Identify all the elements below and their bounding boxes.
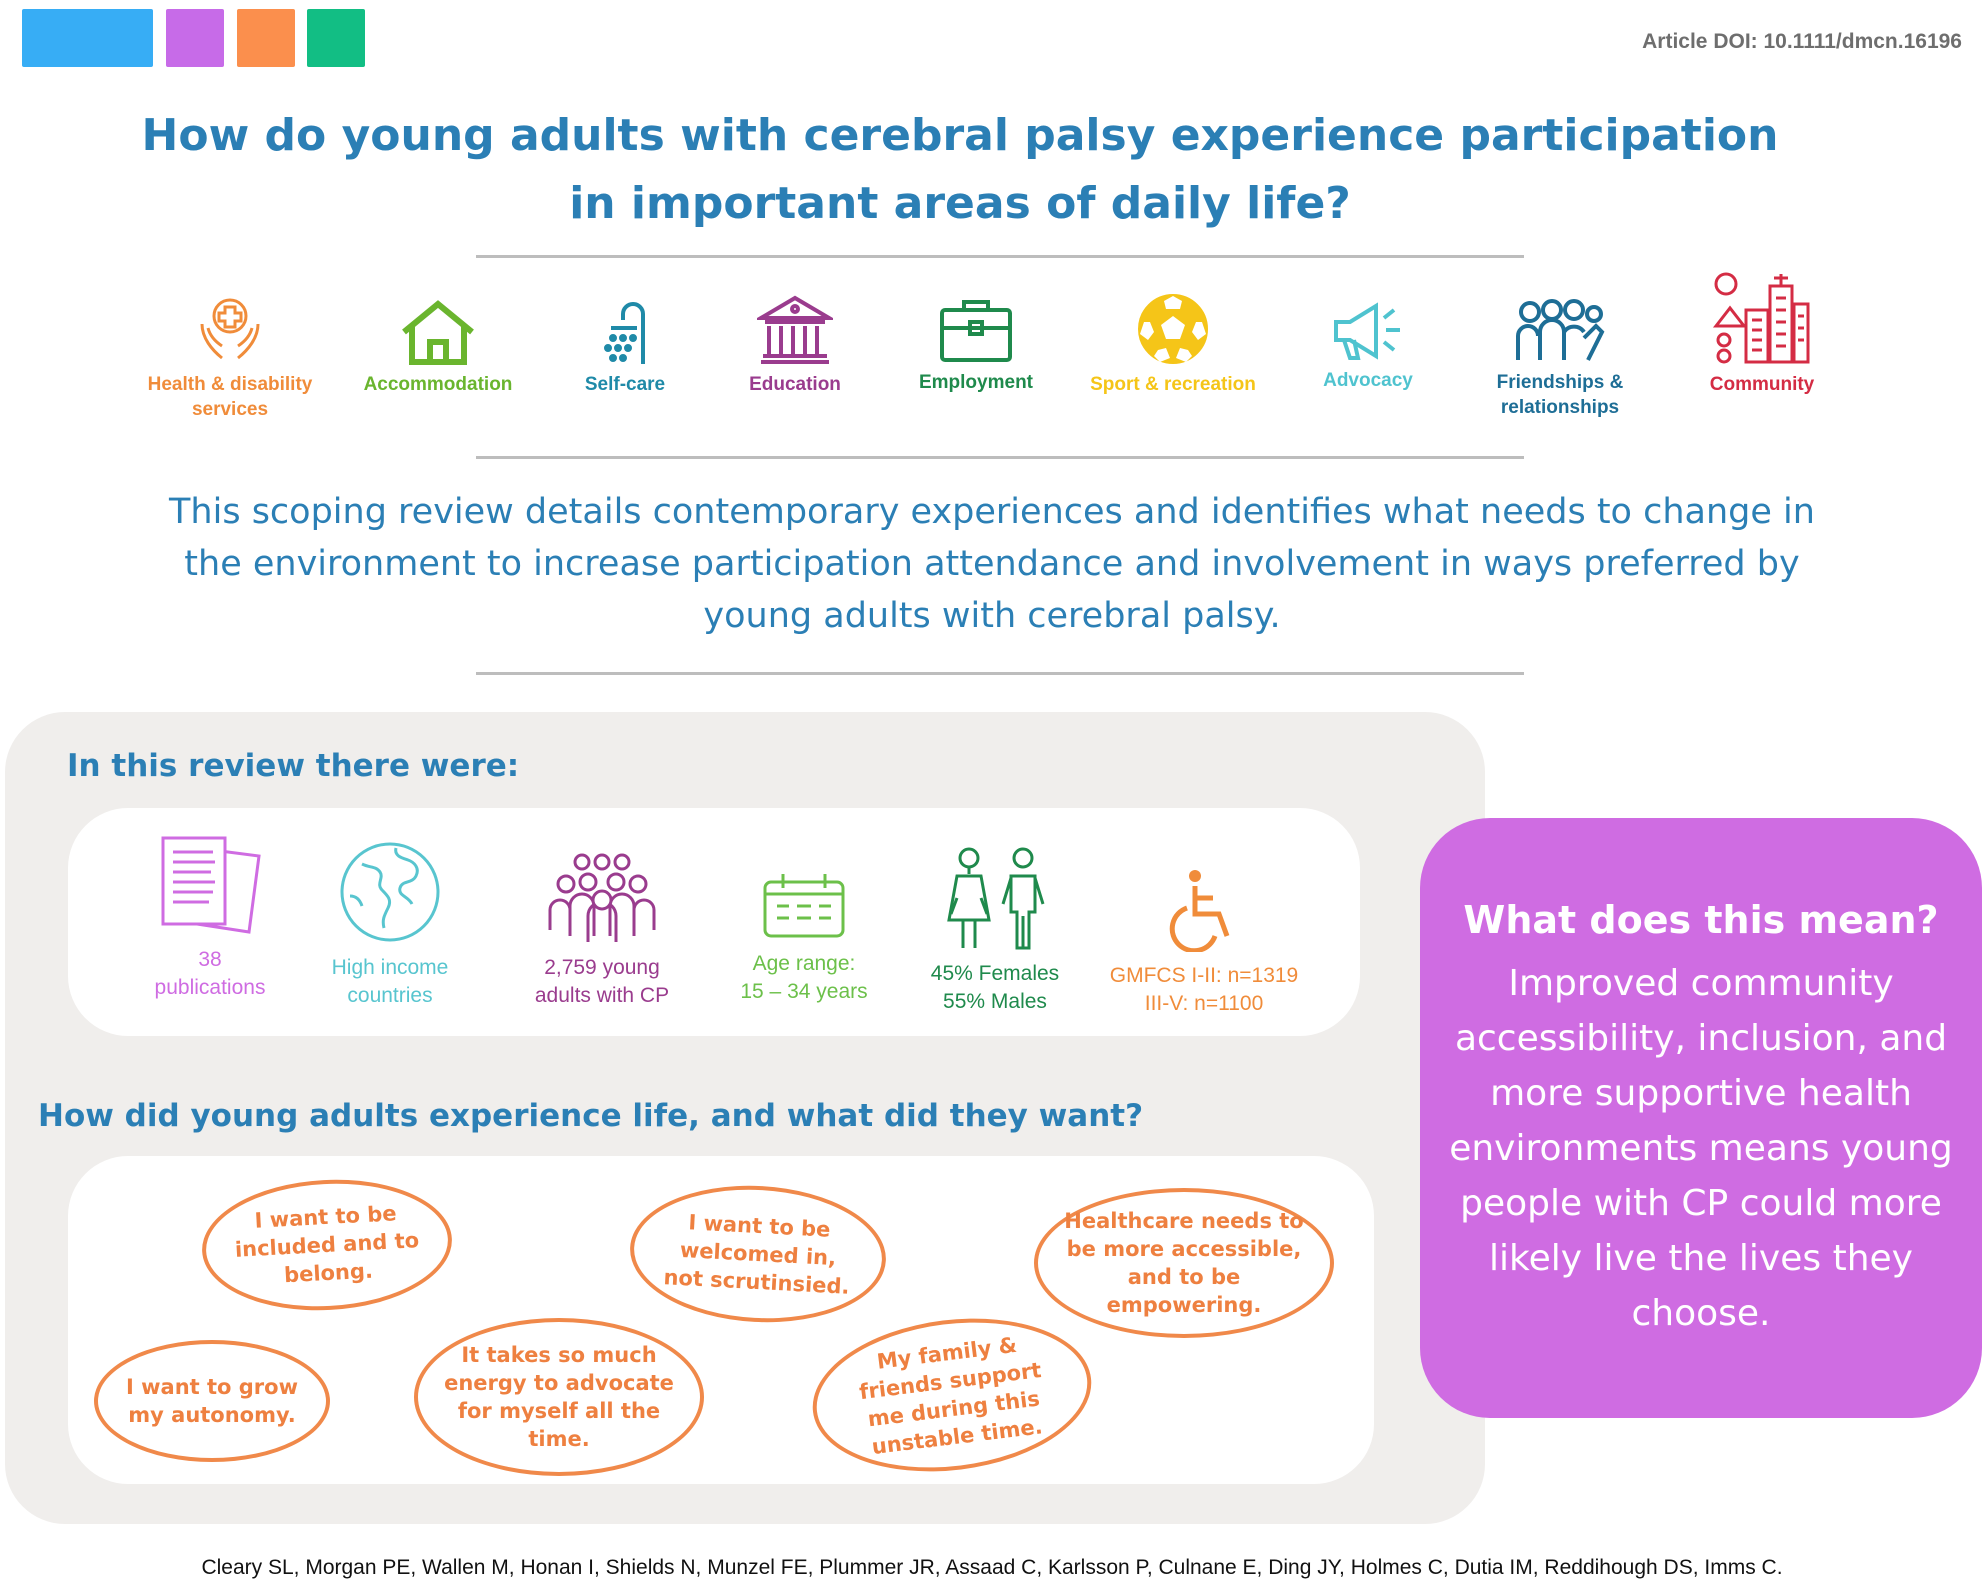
domain-health: Health & disability services: [130, 294, 330, 422]
meaning-title: What does this mean?: [1463, 898, 1939, 942]
stat-text: 38 publications: [154, 948, 266, 999]
domain-friendships: Friendships & relationships: [1460, 298, 1660, 420]
domain-label: Education: [749, 374, 841, 395]
domain-label: Community: [1709, 374, 1815, 395]
stat-sex: 45% Females 55% Males: [895, 846, 1095, 1016]
quote-bubble: Healthcare needs to be more accessible, …: [1034, 1188, 1334, 1338]
color-bar-green: [307, 9, 365, 67]
stat-gmfcs: GMFCS I-II: n=1319 III-V: n=1100: [1104, 868, 1304, 1018]
domain-education: Education: [695, 294, 895, 397]
intro-text: This scoping review details contemporary…: [169, 492, 1815, 636]
domain-label: Friendships & relationships: [1496, 372, 1624, 418]
article-doi: Article DOI: 10.1111/dmcn.16196: [1642, 30, 1962, 53]
stat-countries: High income countries: [290, 840, 490, 1010]
calendar-icon: [763, 874, 845, 938]
stat-age: Age range: 15 – 34 years: [704, 872, 904, 1006]
stat-text: 2,759 young adults with CP: [534, 956, 670, 1007]
divider-middle: [476, 456, 1524, 459]
stats-box: [68, 808, 1360, 1036]
color-bar-orange: [237, 9, 295, 67]
color-bar-purple: [166, 9, 224, 67]
domain-self-care: Self-care: [525, 298, 725, 397]
female-male-icon: [947, 847, 1045, 950]
house-icon: [402, 300, 474, 365]
domain-accommodation: Accommodation: [338, 298, 538, 397]
stat-text: GMFCS I-II: n=1319 III-V: n=1100: [1109, 964, 1299, 1015]
domain-label: Self-care: [584, 374, 666, 395]
domain-label: Health & disability services: [147, 374, 313, 420]
city-icon: [1712, 272, 1810, 364]
wheelchair-icon: [1169, 870, 1230, 952]
stat-participants: 2,759 young adults with CP: [502, 852, 702, 1010]
divider-bottom: [476, 672, 1524, 675]
quote-bubble: It takes so much energy to advocate for …: [414, 1318, 704, 1476]
people-group-icon: [548, 853, 656, 942]
stat-text: Age range: 15 – 34 years: [740, 952, 868, 1003]
shower-icon: [604, 302, 645, 364]
quote-bubble: I want to grow my autonomy.: [94, 1340, 330, 1462]
stat-text: 45% Females 55% Males: [930, 962, 1060, 1013]
page-title: How do young adults with cerebral palsy …: [141, 110, 1779, 229]
divider-top: [476, 255, 1524, 258]
stat-publications: 38 publications: [110, 836, 310, 1002]
globe-icon: [340, 842, 440, 942]
domain-label: Advocacy: [1323, 370, 1413, 391]
group-icon: [1516, 299, 1605, 361]
domain-label: Sport & recreation: [1090, 374, 1256, 395]
domain-community: Community: [1662, 270, 1862, 397]
school-building-icon: [757, 295, 833, 364]
meaning-panel: What does this mean? Improved community …: [1420, 818, 1982, 1418]
domain-advocacy: Advocacy: [1268, 300, 1468, 393]
domain-employment: Employment: [876, 296, 1076, 395]
soccer-ball-icon: [1138, 294, 1208, 364]
megaphone-icon: [1334, 302, 1400, 360]
documents-icon: [161, 836, 261, 934]
briefcase-icon: [940, 300, 1012, 362]
color-bar-blue: [22, 9, 153, 67]
stat-text: High income countries: [331, 956, 449, 1007]
review-heading: In this review there were:: [67, 748, 520, 784]
health-hands-icon: [200, 298, 260, 360]
domain-label: Accommodation: [363, 374, 513, 395]
meaning-body: Improved community accessibility, inclus…: [1449, 963, 1953, 1334]
domain-label: Employment: [918, 372, 1034, 393]
experience-heading: How did young adults experience life, an…: [38, 1098, 1144, 1134]
domain-sport: Sport & recreation: [1073, 292, 1273, 397]
citation: Cleary SL, Morgan PE, Wallen M, Honan I,…: [201, 1556, 1783, 1579]
